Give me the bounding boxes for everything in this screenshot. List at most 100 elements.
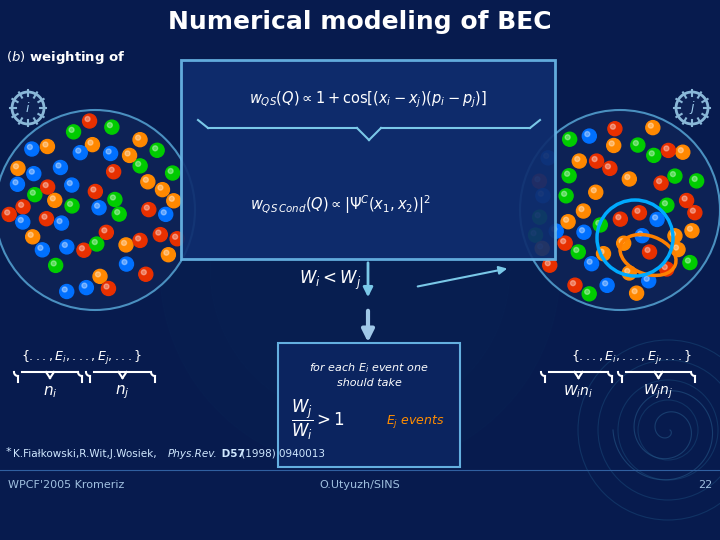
Circle shape (26, 230, 40, 244)
FancyBboxPatch shape (278, 343, 460, 467)
Circle shape (676, 92, 708, 124)
Circle shape (683, 255, 697, 269)
Circle shape (682, 196, 687, 201)
Text: $w_{QS\,Cond}(Q) \propto |\Psi^C(x_1,x_2)|^2$: $w_{QS\,Cond}(Q) \propto |\Psi^C(x_1,x_2… (250, 194, 431, 217)
Circle shape (575, 157, 580, 161)
Circle shape (114, 210, 120, 214)
Circle shape (644, 276, 649, 281)
Circle shape (83, 114, 96, 128)
Circle shape (552, 227, 557, 232)
Circle shape (158, 207, 173, 221)
Circle shape (645, 247, 650, 252)
Circle shape (153, 227, 167, 241)
Circle shape (168, 168, 173, 173)
Circle shape (670, 231, 675, 237)
Circle shape (657, 179, 662, 184)
Circle shape (592, 157, 597, 161)
Text: $n_i$: $n_i$ (42, 384, 58, 400)
Circle shape (122, 148, 137, 163)
Circle shape (535, 213, 540, 218)
Text: $w_{QS}(Q) \propto 1+ \cos[(x_i - x_j)(p_i - p_j)]$: $w_{QS}(Q) \propto 1+ \cos[(x_i - x_j)(p… (249, 90, 487, 110)
Text: Numerical modeling of BEC: Numerical modeling of BEC (168, 10, 552, 34)
Circle shape (53, 160, 68, 174)
Circle shape (585, 289, 590, 294)
Circle shape (664, 146, 669, 151)
Circle shape (545, 261, 550, 266)
Text: WPCF'2005 Kromeriz: WPCF'2005 Kromeriz (8, 480, 125, 490)
Circle shape (533, 210, 546, 224)
Circle shape (76, 148, 81, 153)
Circle shape (143, 177, 148, 183)
Circle shape (642, 245, 657, 259)
Circle shape (608, 122, 622, 136)
Text: O.Utyuzh/SINS: O.Utyuzh/SINS (320, 480, 400, 490)
Circle shape (109, 167, 114, 172)
Circle shape (660, 262, 674, 276)
Circle shape (106, 149, 111, 154)
Circle shape (89, 185, 102, 199)
Circle shape (42, 214, 47, 219)
Circle shape (603, 281, 608, 286)
Circle shape (86, 138, 99, 152)
Circle shape (565, 134, 570, 140)
Circle shape (19, 202, 24, 207)
Circle shape (16, 200, 30, 214)
Circle shape (28, 232, 33, 238)
Circle shape (531, 231, 536, 235)
Text: $W_i n_i$: $W_i n_i$ (563, 384, 593, 400)
Circle shape (30, 169, 35, 174)
Circle shape (67, 180, 72, 186)
Circle shape (38, 245, 43, 251)
Circle shape (587, 259, 592, 264)
Circle shape (559, 189, 573, 203)
Circle shape (611, 124, 616, 129)
Circle shape (68, 201, 73, 206)
Circle shape (82, 283, 87, 288)
Circle shape (161, 248, 176, 262)
Circle shape (150, 143, 164, 157)
Circle shape (96, 272, 101, 277)
Circle shape (79, 246, 84, 251)
Circle shape (104, 284, 109, 289)
Circle shape (685, 258, 690, 263)
Circle shape (153, 146, 158, 151)
Text: $\dfrac{W_j}{W_i} > 1$: $\dfrac{W_j}{W_i} > 1$ (291, 398, 345, 442)
Circle shape (574, 247, 579, 252)
Circle shape (161, 210, 166, 215)
Circle shape (564, 217, 569, 222)
Circle shape (102, 281, 115, 295)
Circle shape (48, 193, 62, 207)
Circle shape (92, 240, 97, 245)
Text: $\{...,E_i,...,E_j,...\}$: $\{...,E_i,...,E_j,...\}$ (572, 349, 693, 367)
Circle shape (579, 206, 584, 212)
Circle shape (609, 141, 614, 146)
Circle shape (55, 216, 68, 230)
Circle shape (652, 215, 657, 220)
Circle shape (144, 205, 149, 210)
Circle shape (43, 183, 48, 187)
Circle shape (613, 212, 627, 226)
Circle shape (164, 250, 169, 255)
Circle shape (535, 241, 549, 255)
Circle shape (635, 208, 640, 213)
Circle shape (30, 190, 35, 195)
Circle shape (69, 127, 74, 132)
Circle shape (570, 281, 575, 286)
Circle shape (543, 258, 557, 272)
Text: $n_j$: $n_j$ (115, 383, 130, 401)
Circle shape (40, 180, 55, 194)
Circle shape (11, 161, 25, 176)
Circle shape (66, 125, 81, 139)
Circle shape (170, 232, 184, 246)
Circle shape (122, 260, 127, 265)
Circle shape (662, 144, 675, 158)
Circle shape (662, 265, 667, 269)
Circle shape (619, 239, 624, 244)
Circle shape (13, 180, 18, 185)
Circle shape (646, 120, 660, 134)
Circle shape (93, 269, 107, 284)
Circle shape (43, 142, 48, 147)
Circle shape (142, 202, 156, 217)
Circle shape (631, 138, 645, 152)
Circle shape (564, 171, 570, 176)
